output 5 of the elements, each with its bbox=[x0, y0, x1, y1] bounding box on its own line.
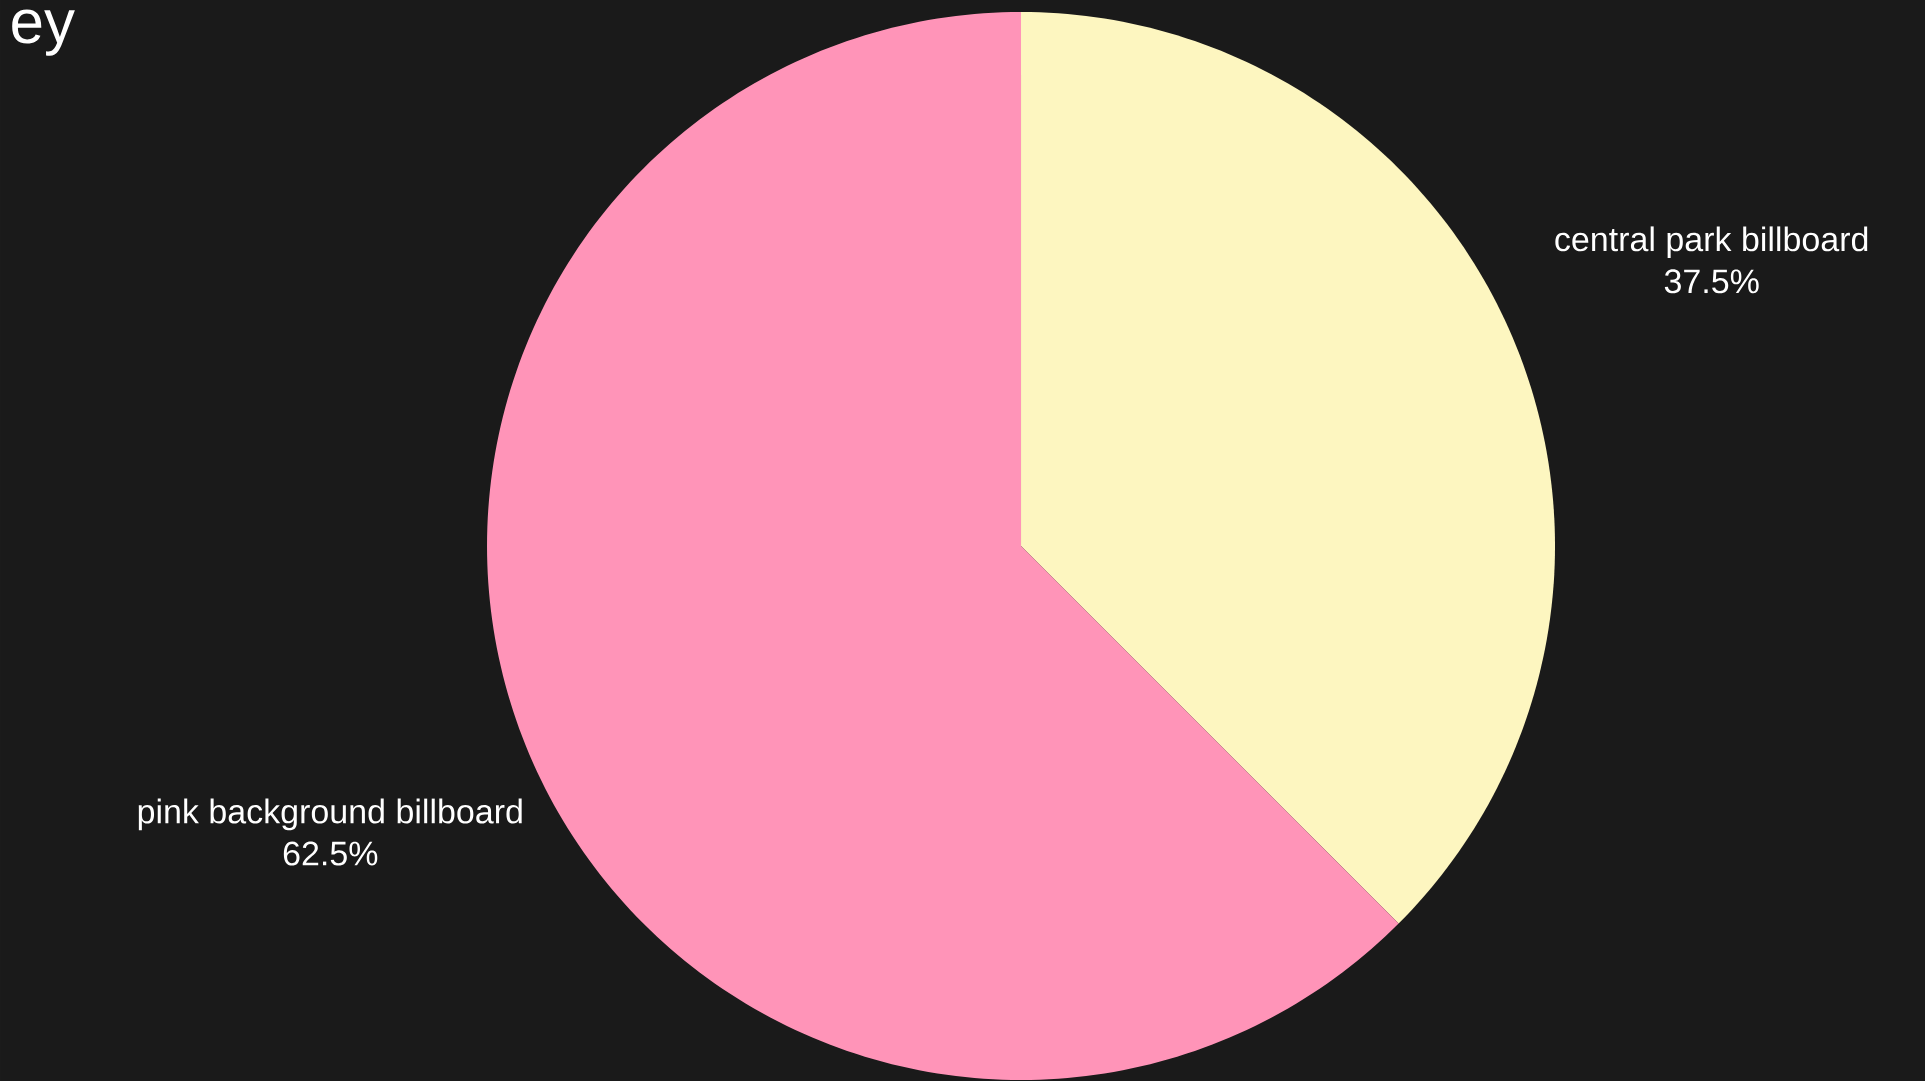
data-label: 62.5% bbox=[283, 841, 378, 866]
data-label: 37.5% bbox=[1664, 269, 1759, 294]
chart-title: ey bbox=[12, 9, 75, 56]
slice-label: central park billboard bbox=[1555, 226, 1868, 259]
slice-label: pink background billboard bbox=[138, 798, 522, 831]
